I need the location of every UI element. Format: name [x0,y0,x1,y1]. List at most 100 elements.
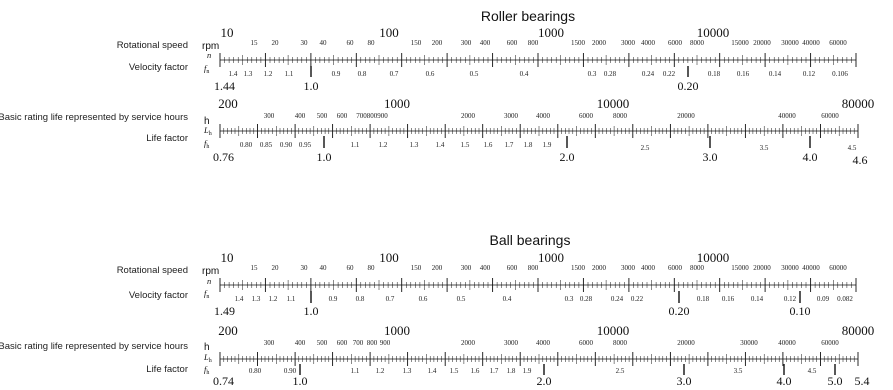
speed-minor-label: 15 [251,264,259,272]
life-major-label: 10000 [597,323,630,338]
panel-title: Ball bearings [490,232,571,248]
life-minor-label: 300 [264,339,275,347]
lifefactor-big-label: 5.0 [828,374,843,388]
speed-minor-label: 6000 [668,39,683,47]
life-minor-label: 40000 [778,112,796,120]
speed-major-label: 100 [379,250,399,265]
speed-minor-label: 4000 [641,264,656,272]
speed-row-label: Rotational speed [117,265,188,276]
lifefactor-small-label: 1.6 [484,141,493,149]
fh-symbol: fh [204,138,209,150]
lifefactor-big-label: 2.0 [537,374,552,388]
life-minor-label: 20000 [677,112,695,120]
velocity-small-label: 1.4 [235,295,244,303]
life-minor-label: 60000 [821,112,839,120]
lifefactor-small-label: 1.5 [450,367,459,375]
velocity-small-label: 0.18 [708,70,721,78]
lifefactor-big-label: 2.0 [560,150,575,164]
velocity-row-label: Velocity factor [129,62,188,73]
speed-major-label: 100 [379,25,399,40]
speed-minor-label: 15 [251,39,259,47]
speed-minor-label: 40000 [802,39,820,47]
speed-minor-label: 200 [432,39,443,47]
life-minor-label: 400 [295,112,306,120]
life-minor-label: 3000 [504,112,519,120]
life-minor-label: 20000 [677,339,695,347]
lifefactor-small-label: 1.8 [524,141,533,149]
speed-minor-label: 600 [507,264,518,272]
velocity-small-label: 0.8 [358,70,367,78]
lifefactor-big-label: 4.6 [853,153,868,167]
velocity-small-label: 0.4 [503,295,512,303]
speed-minor-label: 30 [301,264,309,272]
speed-minor-label: 300 [461,264,472,272]
lifefactor-small-label: 3.5 [734,367,743,375]
lh-symbol: Lh [203,125,212,137]
life-major-label: 80000 [842,96,875,111]
lifefactor-big-label: 1.0 [293,374,308,388]
speed-major-label: 10000 [697,250,730,265]
lifefactor-small-label: 1.1 [351,141,360,149]
velocity-small-label: 0.12 [803,70,816,78]
lifefactor-small-label: 1.2 [376,367,385,375]
life-minor-label: 400 [295,339,306,347]
speed-major-label: 1000 [538,250,564,265]
life-minor-label: 6000 [579,339,594,347]
velocity-end-label: 1.44 [214,79,235,93]
velocity-small-label: 0.28 [604,70,617,78]
velocity-small-label: 0.106 [832,70,848,78]
speed-scale: 10 100 1000 10000 15 20 30 40 60 80 150 … [219,250,857,292]
speed-minor-label: 600 [507,39,518,47]
velocity-small-label: 0.9 [332,70,341,78]
lifefactor-small-label: 3.5 [760,144,769,152]
velocity-small-label: 1.2 [264,70,273,78]
life-minor-label: 700800900 [356,112,388,120]
speed-minor-label: 1500 [571,39,586,47]
velocity-small-label: 0.3 [565,295,574,303]
life-minor-label: 300 [264,112,275,120]
lifefactor-big-label: 4.0 [777,374,792,388]
life-row-label: Basic rating life represented by service… [0,112,188,123]
lifefactor-small-labels: 0.80 0.85 0.90 0.95 1.1 1.2 1.3 1.4 1.5 … [240,141,857,152]
fh-symbol: fh [204,364,209,376]
lifefactor-small-label: 2.5 [641,144,650,152]
speed-minor-label: 150 [411,264,422,272]
velocity-factor-scale: 1.44 1.0 0.20 1.4 1.3 1.2 1.1 0.9 0.8 0.… [214,66,848,93]
lifefactor-small-label: 1.7 [490,367,499,375]
fn-symbol: fn [204,63,209,75]
velocity-small-labels: 1.4 1.3 1.2 1.1 0.9 0.8 0.7 0.6 0.5 0.4 … [229,70,849,78]
lifefactor-big-label: 3.0 [703,150,718,164]
life-factor-scale: 0.74 1.0 2.0 3.0 4.0 5.0 5.4 0.80 0.90 1… [213,364,870,388]
life-minor-label: 40000 [778,339,796,347]
velocity-small-label: 0.09 [817,295,830,303]
lh-symbol: Lh [203,352,212,364]
lifefactor-small-label: 1.2 [379,141,388,149]
velocity-end-label: 1.49 [214,304,235,318]
life-minor-label: 600 [337,112,348,120]
rpm-unit: rpm [202,41,219,52]
h-unit: h [204,116,210,127]
speed-ticks [219,278,857,292]
lifefactor-small-label: 2.5 [616,367,625,375]
velocity-small-label: 0.14 [769,70,782,78]
speed-minor-label: 200 [432,264,443,272]
speed-minor-label: 15000 [731,39,749,47]
lifefactor-small-label: 1.4 [428,367,437,375]
lifefactor-small-label: 1.4 [436,141,445,149]
life-major-label: 1000 [384,96,410,111]
speed-minor-label: 800 [528,264,539,272]
velocity-small-label: 1.3 [244,70,253,78]
speed-minor-label: 1500 [571,264,586,272]
speed-row-label: Rotational speed [117,40,188,51]
lifefactor-small-label: 0.90 [280,141,293,149]
speed-minor-label: 80 [368,39,376,47]
lifefactor-small-label: 0.95 [299,141,312,149]
speed-minor-label: 20000 [753,39,771,47]
lifefactor-small-label: 1.9 [523,367,532,375]
speed-ticks [219,53,857,67]
roller-bearings-panel: Roller bearings Rotational speed Velocit… [0,8,874,167]
life-factor-scale: 0.76 1.0 2.0 3.0 4.0 4.6 0.80 0.85 0.90 … [213,136,868,167]
velocity-small-label: 0.082 [837,295,853,303]
life-row-label: Basic rating life represented by service… [0,341,188,352]
